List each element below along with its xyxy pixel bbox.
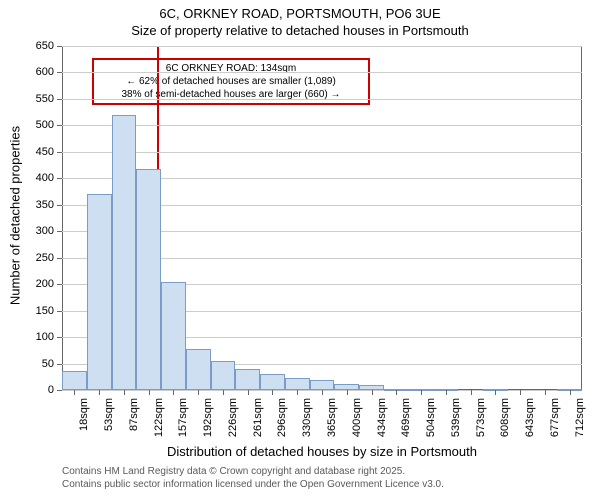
footer-line-1: Contains HM Land Registry data © Crown c… [62,466,405,477]
histogram-bar [62,371,87,390]
y-tick-mark [57,178,62,179]
footer-line-2: Contains public sector information licen… [62,479,444,490]
histogram-bar [161,282,186,390]
x-tick-label: 434sqm [376,398,388,448]
x-tick-mark [198,390,199,395]
y-tick-label: 650 [0,40,54,52]
x-tick-label: 157sqm [177,398,189,448]
histogram-bar [285,378,310,390]
y-tick-mark [57,99,62,100]
y-tick-label: 150 [0,305,54,317]
x-tick-label: 192sqm [202,398,214,448]
x-tick-mark [124,390,125,395]
x-tick-mark [570,390,571,395]
histogram-bar [136,169,161,390]
x-tick-mark [223,390,224,395]
y-tick-mark [57,231,62,232]
histogram-bar [260,374,285,390]
grid-line [62,152,582,153]
x-tick-label: 53sqm [103,398,115,448]
grid-line [62,125,582,126]
x-tick-label: 87sqm [128,398,140,448]
x-tick-label: 296sqm [276,398,288,448]
y-tick-label: 300 [0,225,54,237]
y-axis-label: Number of detached properties [8,106,23,326]
x-tick-label: 18sqm [78,398,90,448]
y-tick-label: 50 [0,358,54,370]
y-tick-mark [57,258,62,259]
x-tick-label: 573sqm [475,398,487,448]
x-tick-label: 330sqm [301,398,313,448]
x-tick-mark [173,390,174,395]
x-tick-mark [372,390,373,395]
x-tick-label: 226sqm [227,398,239,448]
y-tick-mark [57,125,62,126]
x-tick-mark [347,390,348,395]
y-tick-label: 200 [0,278,54,290]
x-tick-mark [471,390,472,395]
histogram-bar [87,194,112,390]
histogram-bar [186,349,211,390]
x-tick-mark [74,390,75,395]
y-tick-label: 250 [0,252,54,264]
chart-title-line1: 6C, ORKNEY ROAD, PORTSMOUTH, PO6 3UE [0,6,600,21]
grid-line [62,72,582,73]
x-tick-label: 643sqm [524,398,536,448]
y-tick-label: 350 [0,199,54,211]
histogram-bar [112,115,137,390]
y-tick-label: 450 [0,146,54,158]
x-tick-mark [248,390,249,395]
histogram-bar [235,369,260,390]
grid-line [62,46,582,47]
grid-line [62,99,582,100]
x-tick-label: 261sqm [252,398,264,448]
y-tick-mark [57,311,62,312]
y-tick-label: 600 [0,66,54,78]
chart-title-block: 6C, ORKNEY ROAD, PORTSMOUTH, PO6 3UE Siz… [0,6,600,38]
x-tick-mark [297,390,298,395]
chart-title-line2: Size of property relative to detached ho… [0,23,600,38]
y-tick-label: 0 [0,384,54,396]
annotation-line-2: ← 62% of detached houses are smaller (1,… [100,75,362,88]
x-tick-label: 712sqm [574,398,586,448]
x-tick-label: 539sqm [450,398,462,448]
x-tick-mark [149,390,150,395]
chart-container: 6C, ORKNEY ROAD, PORTSMOUTH, PO6 3UE Siz… [0,0,600,500]
histogram-bar [310,380,335,390]
x-tick-label: 400sqm [351,398,363,448]
y-tick-mark [57,46,62,47]
y-tick-mark [57,284,62,285]
x-tick-label: 677sqm [549,398,561,448]
histogram-bar [211,361,236,390]
y-tick-label: 400 [0,172,54,184]
x-tick-mark [495,390,496,395]
x-tick-mark [272,390,273,395]
x-tick-mark [421,390,422,395]
y-tick-mark [57,364,62,365]
x-tick-label: 365sqm [326,398,338,448]
x-tick-mark [396,390,397,395]
x-tick-mark [446,390,447,395]
y-tick-label: 500 [0,119,54,131]
y-tick-label: 550 [0,93,54,105]
x-tick-mark [99,390,100,395]
y-tick-mark [57,72,62,73]
x-tick-mark [520,390,521,395]
y-tick-mark [57,152,62,153]
x-tick-label: 469sqm [400,398,412,448]
y-tick-mark [57,205,62,206]
x-tick-label: 608sqm [499,398,511,448]
x-tick-label: 504sqm [425,398,437,448]
x-tick-mark [545,390,546,395]
y-tick-label: 100 [0,331,54,343]
y-tick-mark [57,337,62,338]
y-tick-mark [57,390,62,391]
x-tick-label: 122sqm [153,398,165,448]
x-tick-mark [322,390,323,395]
